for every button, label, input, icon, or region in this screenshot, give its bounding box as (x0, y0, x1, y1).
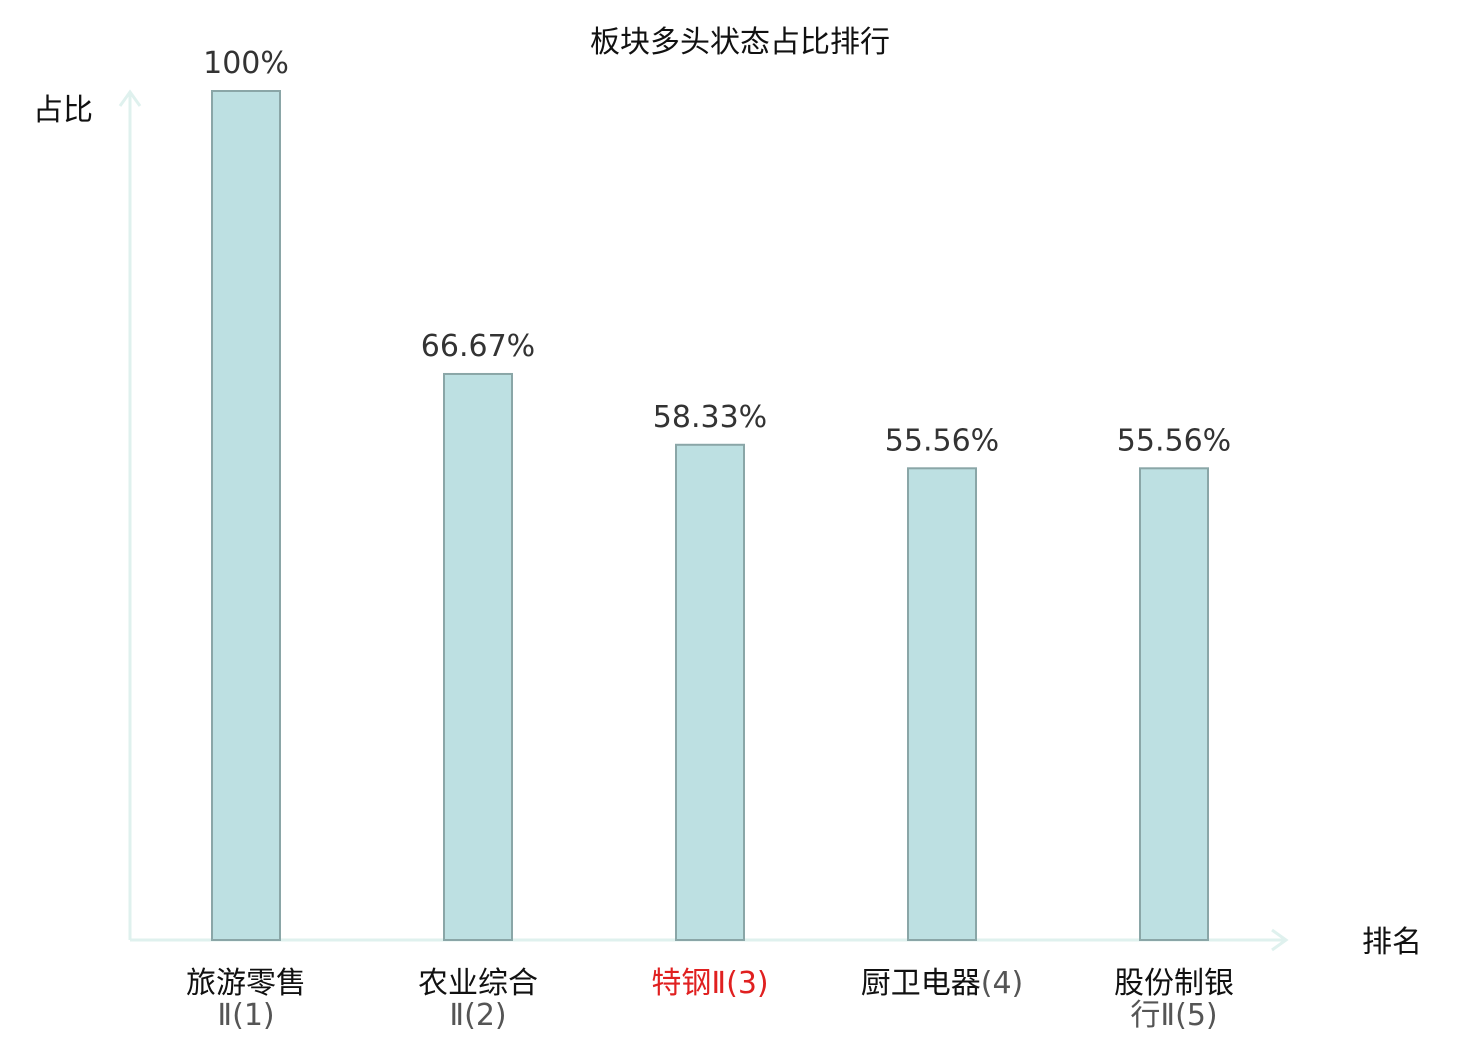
category-label-1: 旅游零售 Ⅱ(1) (186, 966, 306, 1033)
bar-3 (675, 443, 745, 941)
x-axis-label: 排名 (1362, 925, 1422, 960)
value-label-1: 100% (203, 46, 289, 81)
value-label-3: 58.33% (653, 400, 767, 435)
chart-title: 板块多头状态占比排行 (590, 25, 890, 60)
bar-1 (211, 90, 281, 941)
category-label-2: 农业综合 Ⅱ(2) (418, 966, 538, 1033)
value-label-2: 66.67% (421, 329, 535, 364)
value-label-5: 55.56% (1117, 423, 1231, 458)
category-label-3: 特钢Ⅱ(3) (651, 966, 768, 1001)
y-axis-arrow (118, 89, 142, 107)
bars-group (211, 90, 1209, 942)
value-label-4: 55.56% (885, 423, 999, 458)
y-axis-label: 占比 (33, 93, 93, 128)
value-labels-group: 100% 66.67% 58.33% 55.56% 55.56% (203, 46, 1231, 458)
bar-5 (1139, 467, 1209, 941)
bar-4 (907, 467, 977, 941)
category-label-4: 厨卫电器(4) (861, 966, 1024, 1001)
category-label-5: 股份制银行Ⅱ(5) (1114, 966, 1234, 1033)
x-axis-arrow (1271, 928, 1289, 952)
bar-2 (443, 372, 513, 942)
category-labels-group: 旅游零售 Ⅱ(1) 农业综合 Ⅱ(2) 特钢Ⅱ(3) 厨卫电器(4) 股份制银行Ⅱ(5) (186, 966, 1234, 1033)
